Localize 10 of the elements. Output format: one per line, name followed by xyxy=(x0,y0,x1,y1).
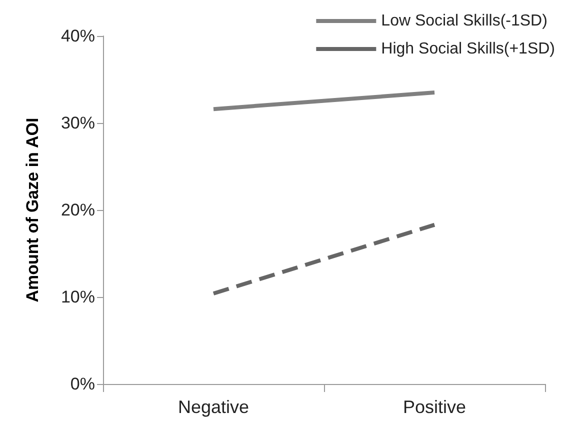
x-tick-label: Positive xyxy=(402,397,466,417)
legend-label: High Social Skills(+1SD) xyxy=(381,40,556,58)
y-tick-label: 20% xyxy=(60,200,95,220)
legend-label: Low Social Skills(-1SD) xyxy=(381,12,548,30)
y-tick-label: 10% xyxy=(60,288,95,306)
y-tick-label: 0% xyxy=(70,374,95,394)
y-tick-label: 40% xyxy=(60,26,95,46)
y-tick-label: 30% xyxy=(60,114,95,132)
x-tick-label: Negative xyxy=(178,397,250,417)
y-axis-title: Amount of Gaze in AOI xyxy=(23,118,42,302)
